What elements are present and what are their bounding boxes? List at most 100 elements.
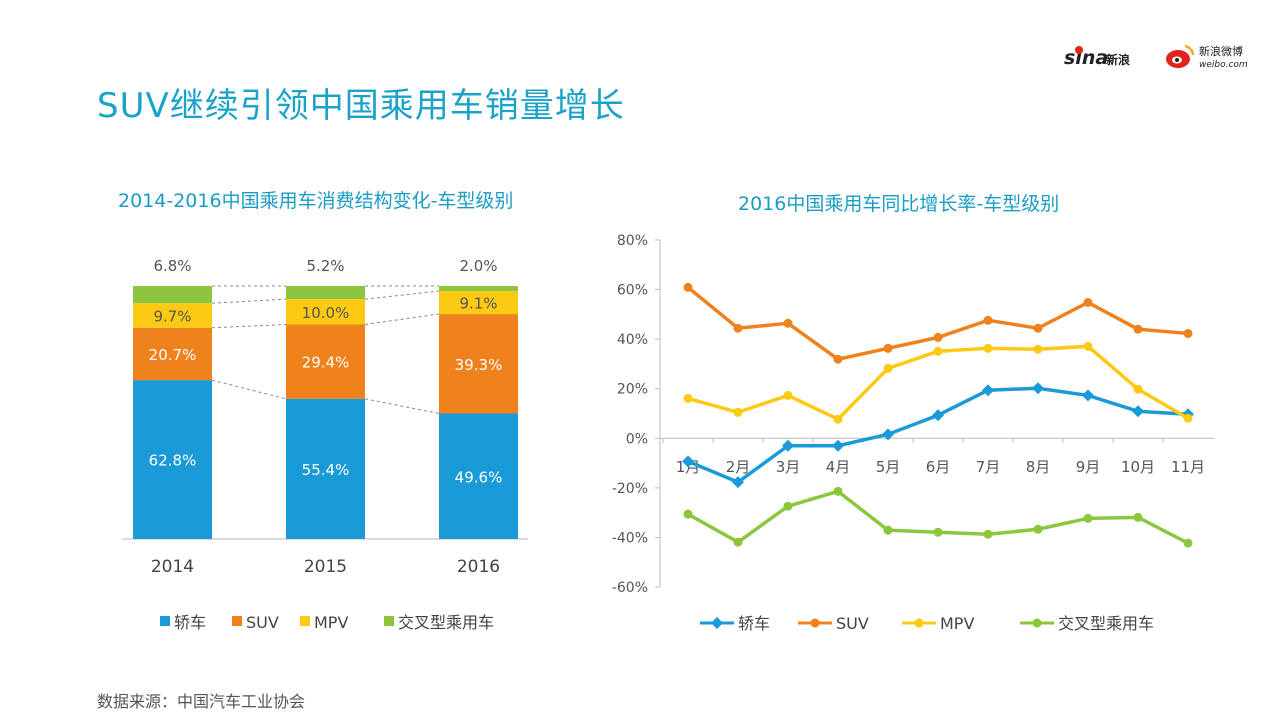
data-point bbox=[882, 428, 894, 441]
data-label: 39.3% bbox=[455, 356, 503, 374]
legend-swatch bbox=[384, 616, 394, 626]
legend-label: 交叉型乘用车 bbox=[398, 613, 494, 632]
data-label: 10.0% bbox=[302, 304, 350, 322]
data-point bbox=[1082, 389, 1094, 402]
data-point bbox=[883, 525, 893, 535]
x-tick-label: 9月 bbox=[1076, 458, 1101, 476]
x-tick-label: 3月 bbox=[776, 458, 801, 476]
legend-swatch bbox=[300, 616, 310, 626]
bar-segment-2014 bbox=[133, 327, 212, 381]
x-tick-label: 2016 bbox=[457, 557, 500, 577]
bar-segment-2014 bbox=[133, 303, 212, 328]
data-point bbox=[833, 414, 843, 424]
data-point bbox=[832, 439, 844, 452]
line-chart-title: 2016中国乘用车同比增长率-车型级别 bbox=[738, 193, 1060, 215]
data-label: 20.7% bbox=[149, 346, 197, 364]
x-tick-label: 4月 bbox=[826, 458, 851, 476]
data-point bbox=[1033, 344, 1043, 354]
legend-marker bbox=[914, 618, 924, 628]
data-label: 49.6% bbox=[455, 468, 503, 486]
data-point bbox=[783, 390, 793, 400]
data-point bbox=[982, 384, 994, 397]
data-point bbox=[1183, 413, 1193, 423]
data-point bbox=[682, 455, 694, 468]
connector-line bbox=[211, 298, 287, 304]
x-tick-label: 7月 bbox=[976, 458, 1001, 476]
data-point bbox=[833, 486, 843, 496]
data-point bbox=[733, 407, 743, 417]
bar-segment-2014 bbox=[133, 380, 212, 539]
data-point bbox=[933, 332, 943, 342]
connector-line bbox=[364, 313, 440, 325]
bar-segment-2016 bbox=[439, 291, 518, 315]
data-point bbox=[1033, 323, 1043, 333]
y-tick-label: -40% bbox=[612, 530, 648, 546]
bar-chart-title: 2014-2016中国乘用车消费结构变化-车型级别 bbox=[118, 190, 514, 212]
legend-label: MPV bbox=[940, 614, 974, 633]
data-point bbox=[983, 529, 993, 539]
data-label: 2.0% bbox=[459, 257, 497, 275]
connector-line bbox=[211, 379, 287, 400]
series-line-MPV bbox=[687, 344, 1189, 422]
data-point bbox=[782, 439, 794, 452]
bar-segment-2015 bbox=[286, 299, 365, 325]
data-point bbox=[833, 354, 843, 364]
legend-marker bbox=[711, 617, 723, 629]
x-tick-label: 2014 bbox=[151, 557, 194, 577]
bar-segment-2016 bbox=[439, 314, 518, 414]
data-point bbox=[1083, 341, 1093, 351]
data-point bbox=[1083, 513, 1093, 523]
data-label: 29.4% bbox=[302, 354, 350, 372]
page-title: SUV继续引领中国乘用车销量增长 bbox=[97, 86, 625, 126]
legend-label: SUV bbox=[836, 614, 869, 633]
y-tick-label: 80% bbox=[617, 233, 648, 249]
y-tick-label: 0% bbox=[626, 431, 648, 447]
bar-chart: 62.8% 20.7% 9.7% 6.8% 2014 55.4% 29.4% 10.0% 5.2… bbox=[122, 257, 528, 632]
data-label: 6.8% bbox=[153, 257, 191, 275]
x-tick-label: 10月 bbox=[1121, 458, 1155, 476]
y-tick-label: 40% bbox=[617, 332, 648, 348]
connector-line bbox=[364, 398, 440, 415]
svg-text:新浪微博: 新浪微博 bbox=[1199, 44, 1243, 58]
data-point bbox=[683, 282, 693, 292]
weibo-logo: 新浪微博 weibo.com bbox=[1163, 42, 1253, 74]
data-point bbox=[883, 363, 893, 373]
data-point bbox=[1083, 297, 1093, 307]
bar-segment-2016 bbox=[439, 413, 518, 539]
bar-segment-2016 bbox=[439, 286, 518, 292]
legend-swatch bbox=[232, 616, 242, 626]
data-point bbox=[732, 476, 744, 489]
legend-label: 轿车 bbox=[174, 613, 206, 632]
source-note: 数据来源：中国汽车工业协会 bbox=[97, 692, 306, 711]
data-label: 9.1% bbox=[459, 295, 497, 313]
x-tick-label: 2月 bbox=[726, 458, 751, 476]
bar-segment-2015 bbox=[286, 398, 365, 539]
x-tick-label: 5月 bbox=[876, 458, 901, 476]
y-tick-label: 20% bbox=[617, 382, 648, 398]
y-tick-label: -20% bbox=[612, 481, 648, 497]
data-point bbox=[983, 315, 993, 325]
data-point bbox=[1032, 382, 1044, 395]
data-point bbox=[1133, 512, 1143, 522]
data-point bbox=[1033, 524, 1043, 534]
data-point bbox=[1183, 538, 1193, 548]
sina-logo: sina 新浪 bbox=[1064, 44, 1144, 74]
data-label: 62.8% bbox=[149, 452, 197, 470]
bar-segment-2015 bbox=[286, 324, 365, 399]
data-point bbox=[783, 501, 793, 511]
x-tick-label: 8月 bbox=[1026, 458, 1051, 476]
bar-segment-2015 bbox=[286, 286, 365, 300]
data-label: 5.2% bbox=[306, 257, 344, 275]
data-point bbox=[883, 343, 893, 353]
x-tick-label: 2015 bbox=[304, 557, 347, 577]
bar-segment-2014 bbox=[133, 286, 212, 304]
legend-marker bbox=[1032, 618, 1042, 628]
data-point bbox=[933, 346, 943, 356]
data-point bbox=[933, 527, 943, 537]
svg-text:新浪: 新浪 bbox=[1106, 52, 1130, 67]
x-tick-label: 6月 bbox=[926, 458, 951, 476]
x-tick-label: 11月 bbox=[1171, 458, 1205, 476]
data-point bbox=[683, 393, 693, 403]
data-point bbox=[983, 343, 993, 353]
data-point bbox=[783, 318, 793, 328]
